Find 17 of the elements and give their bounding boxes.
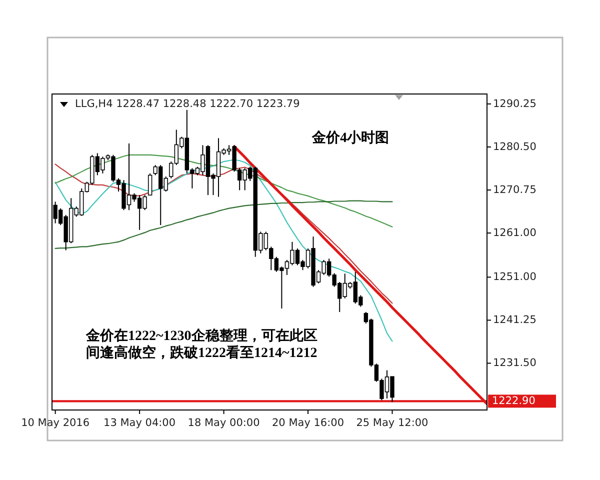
x-tick-label: 13 May 04:00 <box>104 417 176 429</box>
y-tick-label: 1251.00 <box>493 271 536 284</box>
y-tick-label: 1261.00 <box>493 227 536 240</box>
x-tick-label: 25 May 12:00 <box>356 417 428 429</box>
chart-title: LLG,H4 1228.47 1228.48 1222.70 1223.79 <box>75 98 300 110</box>
annotation: 金价在1222~1230企稳整理，可在此区间逢高做空，跌破1222看至1214~1212 <box>85 328 318 361</box>
y-tick-label: 1241.25 <box>493 314 536 326</box>
x-tick-label: 20 May 16:00 <box>272 417 344 429</box>
y-tick-label: 1231.50 <box>493 357 536 370</box>
ref-line-label: 1222.90 <box>492 395 536 408</box>
annotation: 金价4小时图 <box>311 130 389 146</box>
y-tick-label: 1270.75 <box>493 184 536 196</box>
x-tick-label: 18 May 00:00 <box>188 417 260 429</box>
y-tick-label: 1290.25 <box>493 98 536 110</box>
x-tick-label: 10 May 2016 <box>21 417 90 429</box>
price-tag: 1222.90 <box>488 394 556 408</box>
y-tick-label: 1280.50 <box>493 140 536 153</box>
